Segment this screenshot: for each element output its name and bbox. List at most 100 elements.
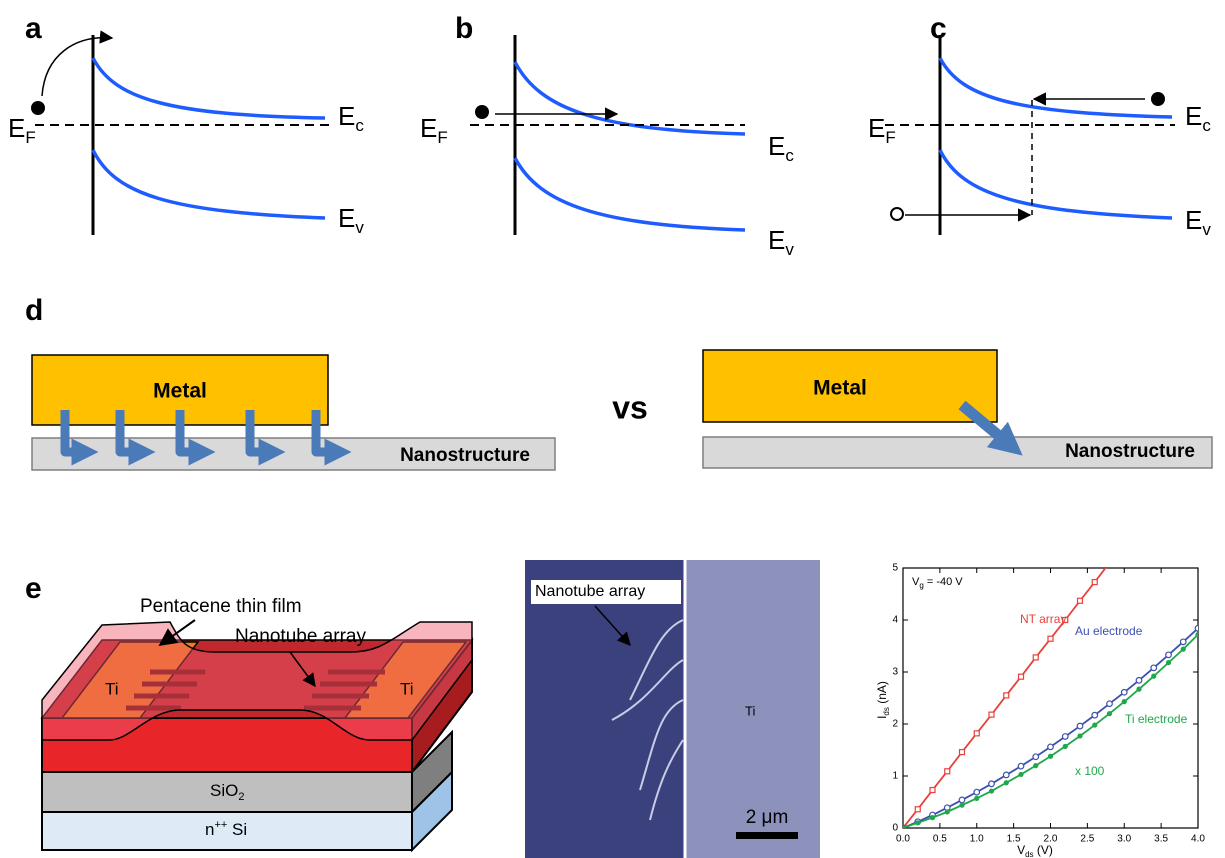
marker [989,781,995,787]
scale-label: 2 μm [746,807,789,828]
y-tick-label: 4 [892,615,898,626]
panel-e-device: e Pentacene thin film Nanotube array Ti … [25,572,472,850]
y-tick-label: 3 [892,667,898,678]
panel-label: a [25,12,42,45]
metal-label: Metal [153,380,207,403]
marker [974,789,980,795]
valence-band [940,150,1172,218]
marker [1018,772,1023,777]
page: {"panels": { "a": {"label": "a", "ef": {… [0,0,1225,858]
marker [1195,626,1201,632]
x-tick-label: 2.5 [1080,834,1094,845]
x-tick-label: 0.0 [896,834,910,845]
marker [959,797,965,803]
y-tick-label: 2 [892,719,898,730]
marker [900,825,905,830]
marker [1092,712,1098,718]
marker [1092,580,1097,585]
marker [1166,652,1172,658]
marker [1062,734,1068,740]
series-label: Au electrode [1075,624,1143,638]
marker [1078,598,1083,603]
marker [1033,754,1039,760]
ev-label: Ev [768,225,794,260]
marker [960,750,965,755]
marker [1166,660,1171,665]
series-label: Ti electrode [1125,712,1188,726]
vs: vs [612,389,648,425]
marker [945,769,950,774]
ef-label: EF [8,113,36,148]
marker [930,788,935,793]
y-tick-label: 0 [892,823,898,834]
marker [1048,744,1054,750]
marker [1107,560,1112,565]
marker [1107,701,1113,707]
series-line [903,628,1198,828]
marker [1004,693,1009,698]
panel-d: d Metal Nanostructure vs Metal Nanostruc… [25,294,1212,470]
marker [974,796,979,801]
conduction-band [93,58,325,118]
marker [989,788,994,793]
ti-label: Ti [400,679,414,698]
x-axis-title: Vds (V) [1017,843,1053,858]
electron [1151,92,1165,106]
iv-chart: 0.00.51.01.52.02.53.03.54.0012345Vds (V)… [875,560,1205,858]
marker [1195,632,1200,637]
plot-area [900,560,1201,831]
x-tick-label: 0.5 [933,834,947,845]
conduction-band [940,58,1172,117]
marker [1033,763,1038,768]
x-tick-label: 4.0 [1191,834,1205,845]
marker [1092,722,1097,727]
marker [1003,772,1009,778]
marker [1180,639,1186,645]
panel-b: b EF Ec Ev [420,12,794,260]
annotation: x 100 [1075,764,1105,778]
marker [1063,744,1068,749]
marker [1151,674,1156,679]
marker [1077,733,1082,738]
series-label: NT array [1020,612,1066,626]
nano-label: Nanostructure [1065,441,1195,462]
pentacene-label: Pentacene thin film [140,596,302,617]
marker [1077,723,1083,729]
marker [1107,711,1112,716]
marker [1181,647,1186,652]
hole [891,208,903,220]
marker [1136,687,1141,692]
annotation: Vg = -40 V [912,576,963,590]
ev-label: Ev [338,203,364,238]
marker [974,731,979,736]
panel-e-sem: Nanotube array Ti 2 μm [525,560,820,858]
marker [1019,674,1024,679]
marker [1004,780,1009,785]
marker [959,803,964,808]
y-tick-label: 1 [892,771,898,782]
y-axis-title: Ids (nA) [875,681,891,719]
marker [915,820,920,825]
x-tick-label: 1.0 [970,834,984,845]
marker [945,809,950,814]
panel-label: d [25,294,43,327]
ec-label: Ec [338,101,364,136]
panel-label: b [455,12,473,45]
panel-a: a EF Ec Ev [8,12,364,238]
marker [1151,665,1157,671]
panel-c: c EF Ec Ev [868,12,1211,240]
valence-band [93,150,325,218]
panel-label: c [930,12,947,45]
ec-label: Ec [768,131,794,166]
x-tick-label: 3.0 [1117,834,1131,845]
marker [1048,754,1053,759]
marker [1048,636,1053,641]
figure: a EF Ec Ev b EF Ec Ev c EF Ec E [0,0,1225,858]
nano-label: Nanostructure [400,445,530,466]
nanotube-label: Nanotube array [235,626,366,647]
series-line [903,635,1198,828]
ef-label: EF [420,113,448,148]
marker [1136,678,1142,684]
valence-band [515,158,745,230]
marker [1121,689,1127,695]
